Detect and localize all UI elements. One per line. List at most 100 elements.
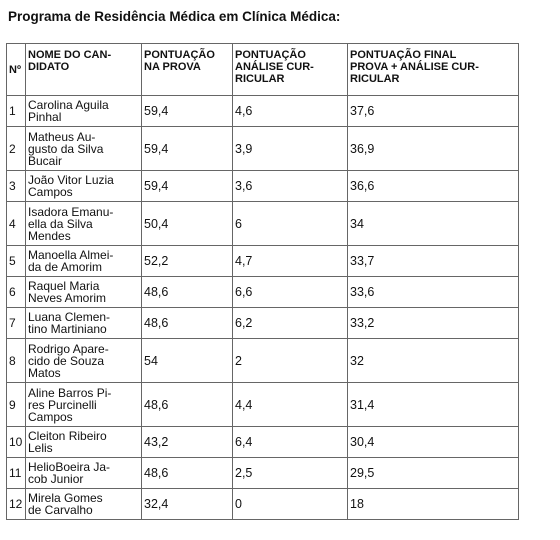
candidate-name: Manoella Almei- da de Amorim (28, 248, 114, 274)
row-number: 10 (9, 435, 23, 449)
curriculum-score-cell: 6 (232, 201, 348, 246)
candidate-name-cell: Matheus Au- gusto da Silva Bucair (25, 126, 142, 171)
final-score-cell: 32 (347, 338, 519, 383)
exam-score: 48,6 (144, 397, 169, 412)
exam-score-cell: 48,6 (141, 457, 233, 489)
final-score-cell: 36,6 (347, 170, 519, 202)
exam-score-cell: 48,6 (141, 307, 233, 339)
header-final-score: PONTUAÇÃO FINAL PROVA + ANÁLISE CUR- RIC… (347, 43, 519, 96)
candidate-name-cell: Rodrigo Apare- cido de Souza Matos (25, 338, 142, 383)
final-score-cell: 30,4 (347, 426, 519, 458)
exam-score-cell: 48,6 (141, 276, 233, 308)
document-title: Programa de Residência Médica em Clínica… (8, 9, 341, 24)
curriculum-score-cell: 4,7 (232, 245, 348, 277)
candidate-name-cell: João Vitor Luzia Campos (25, 170, 142, 202)
final-score: 29,5 (350, 466, 375, 480)
row-number-cell: 12 (6, 488, 26, 520)
exam-score: 48,6 (144, 466, 169, 480)
row-number-cell: 1 (6, 95, 26, 127)
curriculum-score: 6,2 (235, 316, 253, 330)
table-row: 4 Isadora Emanu- ella da Silva Mendes 50,4… (6, 201, 519, 246)
exam-score: 48,6 (144, 285, 169, 299)
row-number: 9 (9, 397, 16, 412)
final-score-cell: 18 (347, 488, 519, 520)
final-score-cell: 37,6 (347, 95, 519, 127)
final-score: 18 (350, 497, 364, 511)
table-row: 11 HelioBoeira Ja- cob Junior 48,6 2,5 29,5 (6, 457, 519, 489)
final-score-cell: 33,2 (347, 307, 519, 339)
candidate-name-cell: Raquel Maria Neves Amorim (25, 276, 142, 308)
final-score: 36,6 (350, 179, 375, 193)
curriculum-score-cell: 2 (232, 338, 348, 383)
exam-score: 50,4 (144, 216, 169, 231)
candidate-name: HelioBoeira Ja- cob Junior (28, 460, 111, 486)
table-row: 9 Aline Barros Pi- res Purcinelli Campos 4… (6, 382, 519, 427)
curriculum-score: 6,6 (235, 285, 253, 299)
final-score: 36,9 (350, 141, 375, 156)
exam-score-cell: 59,4 (141, 126, 233, 171)
candidate-name-cell: HelioBoeira Ja- cob Junior (25, 457, 142, 489)
final-score-cell: 36,9 (347, 126, 519, 171)
curriculum-score: 2 (235, 353, 242, 368)
table-row: 3 João Vitor Luzia Campos 59,4 3,6 36,6 (6, 170, 519, 202)
curriculum-score-cell: 3,9 (232, 126, 348, 171)
exam-score-cell: 50,4 (141, 201, 233, 246)
candidate-name-cell: Manoella Almei- da de Amorim (25, 245, 142, 277)
header-curriculum-score: PONTUAÇÃO ANÁLISE CUR- RICULAR (232, 43, 348, 96)
exam-score-cell: 59,4 (141, 95, 233, 127)
table-row: 5 Manoella Almei- da de Amorim 52,2 4,7 33,7 (6, 245, 519, 277)
curriculum-score-cell: 6,4 (232, 426, 348, 458)
header-name: NOME DO CAN- DIDATO (25, 43, 142, 96)
curriculum-score: 3,6 (235, 179, 253, 193)
row-number: 11 (9, 466, 22, 480)
row-number: 12 (9, 497, 23, 511)
candidate-name: Matheus Au- gusto da Silva Bucair (28, 129, 104, 168)
row-number: 6 (9, 285, 16, 299)
curriculum-score: 4,7 (235, 254, 253, 268)
final-score: 30,4 (350, 435, 375, 449)
exam-score-cell: 32,4 (141, 488, 233, 520)
table-row: 10 Cleiton Ribeiro Lelis 43,2 6,4 30,4 (6, 426, 519, 458)
row-number-cell: 8 (6, 338, 26, 383)
curriculum-score-cell: 4,6 (232, 95, 348, 127)
exam-score: 59,4 (144, 179, 169, 193)
exam-score-cell: 48,6 (141, 382, 233, 427)
results-table: Nº NOME DO CAN- DIDATO PONTUAÇÃO NA PROV… (6, 43, 519, 520)
final-score-cell: 34 (347, 201, 519, 246)
table-row: 8 Rodrigo Apare- cido de Souza Matos 54 2 32 (6, 338, 519, 383)
candidate-name-cell: Isadora Emanu- ella da Silva Mendes (25, 201, 142, 246)
final-score-cell: 29,5 (347, 457, 519, 489)
row-number-cell: 6 (6, 276, 26, 308)
candidate-name: Cleiton Ribeiro Lelis (28, 429, 107, 455)
candidate-name: Raquel Maria Neves Amorim (28, 279, 107, 305)
curriculum-score: 6,4 (235, 435, 253, 449)
final-score: 33,2 (350, 316, 375, 330)
table-row: 7 Luana Clemen- tino Martiniano 48,6 6,2 33,… (6, 307, 519, 339)
curriculum-score: 4,4 (235, 397, 253, 412)
row-number: 8 (9, 353, 16, 368)
curriculum-score-cell: 6,6 (232, 276, 348, 308)
candidate-name-cell: Cleiton Ribeiro Lelis (25, 426, 142, 458)
curriculum-score-cell: 0 (232, 488, 348, 520)
exam-score-cell: 43,2 (141, 426, 233, 458)
candidate-name-cell: Mirela Gomes de Carvalho (25, 488, 142, 520)
exam-score-cell: 52,2 (141, 245, 233, 277)
row-number-cell: 9 (6, 382, 26, 427)
row-number: 1 (9, 104, 16, 118)
final-score: 37,6 (350, 104, 375, 118)
curriculum-score: 6 (235, 216, 242, 231)
row-number-cell: 10 (6, 426, 26, 458)
row-number-cell: 7 (6, 307, 26, 339)
curriculum-score: 3,9 (235, 141, 253, 156)
candidate-name-cell: Carolina Aguila Pinhal (25, 95, 142, 127)
candidate-name: Rodrigo Apare- cido de Souza Matos (28, 341, 109, 380)
candidate-name: João Vitor Luzia Campos (28, 173, 114, 199)
candidate-name: Mirela Gomes de Carvalho (28, 491, 103, 517)
final-score: 31,4 (350, 397, 375, 412)
exam-score-cell: 54 (141, 338, 233, 383)
candidate-name: Aline Barros Pi- res Purcinelli Campos (28, 385, 112, 424)
exam-score: 32,4 (144, 497, 169, 511)
final-score-cell: 33,6 (347, 276, 519, 308)
row-number: 3 (9, 179, 16, 193)
exam-score: 59,4 (144, 141, 169, 156)
